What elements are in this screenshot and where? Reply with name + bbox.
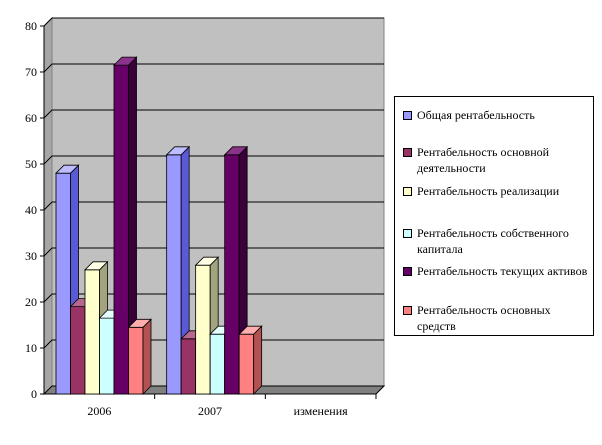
bar-front <box>166 154 182 395</box>
bar-front <box>113 64 129 395</box>
y-tick-labels: 0 10 20 30 40 50 60 70 80 <box>25 19 37 401</box>
bar <box>113 56 138 395</box>
legend-label: Рентабельность текущих активов <box>417 264 588 278</box>
x-tick-label: изменения <box>294 404 349 418</box>
gridline <box>43 63 384 73</box>
legend-item: Общая рентабельность <box>403 107 591 123</box>
gridline <box>43 155 384 165</box>
bar-front <box>128 326 144 395</box>
y-tick-label: 60 <box>25 111 37 125</box>
bar-top <box>113 56 138 66</box>
legend-swatch <box>403 111 412 120</box>
bar-front <box>238 333 255 395</box>
legend-swatch <box>403 229 412 238</box>
legend-swatch <box>403 187 412 196</box>
legend-item: Рентабельность текущих активов <box>403 263 591 279</box>
gridlines <box>43 17 384 349</box>
gridline <box>43 17 384 27</box>
bar-top <box>223 146 249 156</box>
bar-top <box>55 164 80 174</box>
y-tick-label: 30 <box>25 249 37 263</box>
x-tick-label: 2007 <box>198 404 222 418</box>
bar <box>165 145 191 395</box>
y-tick-label: 0 <box>31 387 37 401</box>
y-tick-label: 40 <box>25 203 37 217</box>
y-tick-label: 80 <box>25 19 37 33</box>
bar-top <box>84 261 109 271</box>
bar-front <box>99 317 115 395</box>
gridline <box>43 293 384 303</box>
bar <box>127 318 152 395</box>
bar-front <box>84 269 100 395</box>
bar-front <box>180 338 197 395</box>
legend-label: Рентабельность основной деятельности <box>417 145 550 175</box>
bar-front <box>224 154 240 395</box>
legend-swatch <box>403 306 412 315</box>
bar-front <box>70 306 86 395</box>
bar-front <box>55 172 71 395</box>
bar-front <box>209 333 226 395</box>
gridline <box>43 339 384 349</box>
gridline <box>43 247 384 257</box>
legend-item: Рентабельность реализации <box>403 183 591 199</box>
legend-item: Рентабельность основной деятельности <box>403 144 591 176</box>
bar-front <box>195 264 211 395</box>
legend-label: Рентабельность основных средств <box>417 303 551 333</box>
bar-top <box>165 146 191 156</box>
bar-side <box>253 325 263 395</box>
gridline <box>43 109 384 119</box>
legend-label: Рентабельность реализации <box>417 184 560 198</box>
bar <box>238 325 263 395</box>
legend-label: Рентабельность собственного капитала <box>417 226 569 256</box>
legend-swatch <box>403 148 412 157</box>
bar-top <box>238 325 263 335</box>
bar-side <box>142 318 152 395</box>
y-tick-label: 70 <box>25 65 37 79</box>
y-tick-label: 50 <box>25 157 37 171</box>
bar-top <box>127 318 152 328</box>
x-tick-label: 2006 <box>87 404 111 418</box>
legend-swatch <box>403 267 412 276</box>
y-tick-label: 20 <box>25 295 37 309</box>
y-tick-label: 10 <box>25 341 37 355</box>
legend-label: Общая рентабельность <box>417 108 535 122</box>
legend-item: Рентабельность основных средств <box>403 302 591 334</box>
bars <box>55 56 263 395</box>
gridline <box>43 201 384 211</box>
legend-item: Рентабельность собственного капитала <box>403 225 591 257</box>
legend: Общая рентабельность Рентабельность основ… <box>394 96 594 336</box>
x-tick-labels: 2006 2007 изменения <box>87 404 348 418</box>
bar-top <box>194 256 220 266</box>
